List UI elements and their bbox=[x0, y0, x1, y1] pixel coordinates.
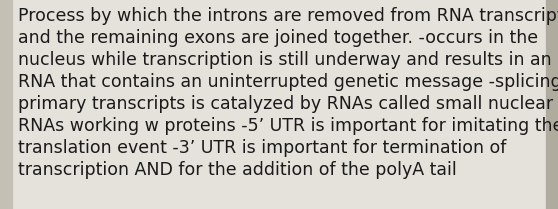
Bar bbox=[0, 0, 12, 209]
Text: Process by which the introns are removed from RNA transcripts
and the remaining : Process by which the introns are removed… bbox=[18, 7, 558, 179]
Bar bbox=[546, 0, 558, 209]
